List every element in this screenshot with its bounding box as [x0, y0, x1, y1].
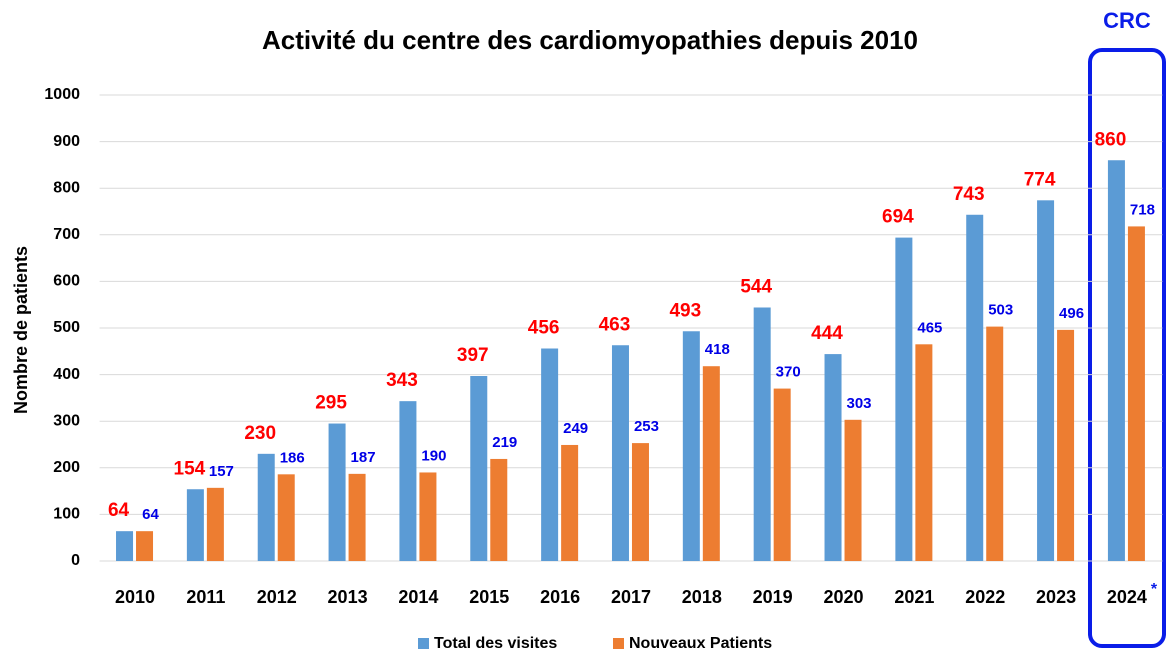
chart-title: Activité du centre des cardiomyopathies … [262, 25, 918, 55]
bar [966, 214, 984, 561]
bar [773, 388, 791, 561]
value-label: 187 [351, 449, 376, 466]
value-label: 157 [209, 463, 234, 480]
x-tick-label: 2012 [257, 587, 297, 607]
value-label: 694 [882, 207, 914, 228]
x-tick-label: 2015 [469, 587, 509, 607]
y-tick-label: 900 [53, 133, 80, 150]
bar [328, 423, 346, 561]
bar [257, 453, 275, 561]
y-tick-label: 500 [53, 319, 80, 336]
y-axis-label: Nombre de patients [11, 246, 31, 414]
x-tick-label: 2022 [965, 587, 1005, 607]
x-tick-label: 2010 [115, 587, 155, 607]
value-label: 774 [1024, 169, 1056, 190]
y-tick-label: 700 [53, 226, 80, 243]
y-tick-label: 0 [71, 552, 80, 569]
legend-swatch [418, 638, 429, 649]
x-tick-label: 2013 [328, 587, 368, 607]
x-tick-label: 2019 [753, 587, 793, 607]
value-label: 544 [740, 277, 772, 298]
bar [986, 326, 1004, 561]
legend-label: Total des visites [434, 635, 557, 652]
bar [753, 307, 771, 561]
bar [1057, 329, 1075, 561]
value-label: 219 [492, 434, 517, 451]
y-tick-label: 600 [53, 273, 80, 290]
bar [1037, 200, 1055, 562]
bar [824, 354, 842, 561]
value-label: 64 [108, 500, 130, 521]
value-label: 295 [315, 393, 347, 414]
x-tick-label: 2016 [540, 587, 580, 607]
value-label: 253 [634, 418, 659, 435]
x-tick-label: 2023 [1036, 587, 1076, 607]
value-label: 370 [776, 364, 801, 381]
bar [399, 401, 417, 561]
bar [1127, 226, 1145, 562]
bar [682, 331, 700, 561]
value-label: 463 [599, 314, 631, 335]
bar [186, 489, 204, 561]
y-tick-label: 200 [53, 459, 80, 476]
value-label: 444 [811, 323, 843, 344]
y-tick-label: 800 [53, 179, 80, 196]
bar [419, 472, 437, 561]
x-tick-label: 2024 [1107, 587, 1147, 607]
y-tick-label: 400 [53, 366, 80, 383]
value-label: 743 [953, 184, 985, 205]
bar [844, 419, 862, 561]
bar [915, 344, 933, 561]
value-label: 456 [528, 318, 560, 339]
value-label: 503 [988, 302, 1013, 319]
legend-swatch [613, 638, 624, 649]
y-tick-label: 1000 [44, 86, 80, 103]
footnote-marker: * [1151, 581, 1158, 598]
y-tick-label: 300 [53, 412, 80, 429]
x-tick-label: 2011 [186, 587, 225, 607]
bar [490, 458, 508, 561]
value-label: 397 [457, 345, 489, 366]
annotation: CRC [1103, 8, 1151, 33]
bar [702, 366, 720, 561]
bar [277, 474, 295, 561]
bar [541, 348, 559, 561]
bar [470, 375, 488, 561]
value-label: 493 [669, 300, 701, 321]
bar [631, 443, 649, 561]
x-tick-label: 2020 [824, 587, 864, 607]
bar [136, 531, 154, 561]
bar [895, 237, 913, 561]
bar [611, 345, 629, 561]
value-label: 64 [142, 506, 159, 523]
value-label: 465 [917, 319, 942, 336]
value-label: 230 [244, 423, 276, 444]
x-tick-label: 2014 [398, 587, 438, 607]
value-label: 303 [847, 395, 872, 412]
value-label: 343 [386, 370, 418, 391]
crc-highlight [1088, 48, 1166, 648]
legend-label: Nouveaux Patients [629, 635, 772, 652]
bar [116, 531, 134, 561]
value-label: 860 [1095, 129, 1127, 150]
x-tick-label: 2021 [894, 587, 934, 607]
value-label: 418 [705, 341, 730, 358]
y-tick-label: 100 [53, 506, 80, 523]
value-label: 154 [174, 458, 206, 479]
value-label: 496 [1059, 305, 1084, 322]
value-label: 718 [1130, 201, 1155, 218]
value-label: 190 [421, 447, 446, 464]
value-label: 186 [280, 449, 305, 466]
x-tick-label: 2018 [682, 587, 722, 607]
bar [206, 487, 224, 561]
x-tick-label: 2017 [611, 587, 651, 607]
bar [561, 444, 579, 561]
value-label: 249 [563, 420, 588, 437]
bar [348, 473, 366, 561]
bar [1107, 160, 1125, 562]
